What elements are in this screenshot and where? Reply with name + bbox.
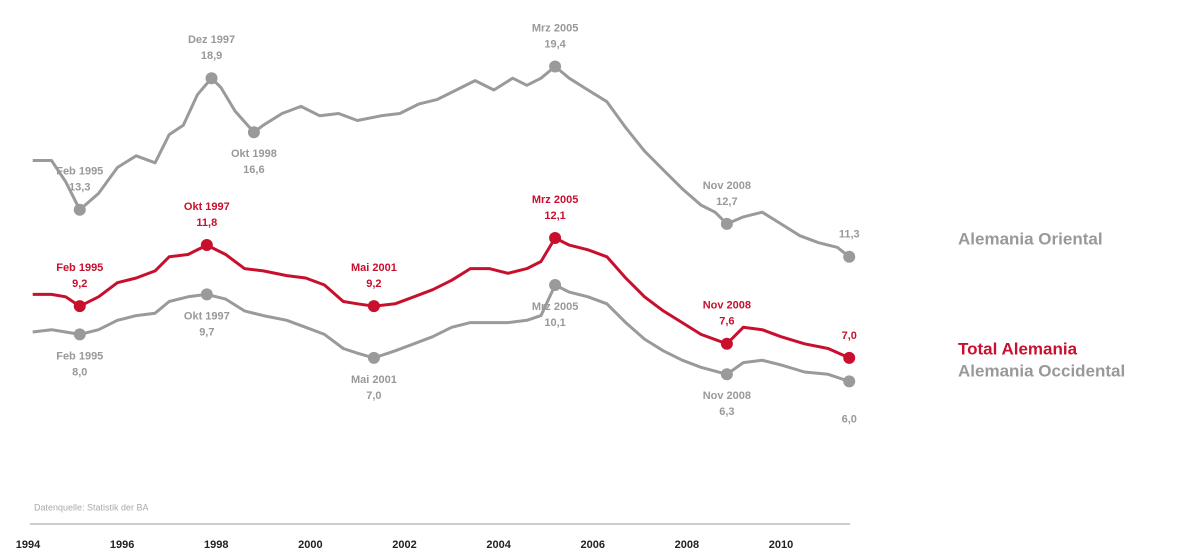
annotation-value: 9,2 — [72, 278, 87, 290]
annotation-dot — [367, 351, 380, 364]
series-line — [32, 65, 851, 258]
annotation-value: 11,8 — [196, 217, 217, 229]
x-tick-label: 2002 — [392, 539, 416, 551]
annotation-value: 7,0 — [842, 330, 857, 342]
annotation-date: Feb 1995 — [56, 166, 103, 178]
annotation-dot — [549, 60, 562, 73]
x-tick-label: 2006 — [581, 539, 605, 551]
annotation-value: 6,3 — [719, 406, 734, 418]
annotation-date: Nov 2008 — [703, 300, 751, 312]
series-line — [32, 236, 850, 360]
annotation-value: 11,3 — [839, 229, 860, 241]
x-tick-label: 2004 — [486, 539, 511, 551]
annotation-value: 19,4 — [544, 38, 566, 50]
annotation-value: 12,1 — [544, 210, 565, 222]
annotation-value: 8,0 — [72, 366, 87, 378]
x-tick-label: 1994 — [16, 539, 41, 551]
annotation-date: Mrz 2005 — [532, 301, 578, 313]
annotation-value: 9,2 — [366, 278, 381, 290]
x-tick-label: 2008 — [675, 539, 699, 551]
annotation-dot — [843, 375, 856, 388]
annotation-date: Nov 2008 — [703, 390, 751, 402]
annotation-dot — [843, 351, 856, 364]
annotation-dot — [843, 250, 856, 263]
annotation-date: Dez 1997 — [188, 34, 235, 46]
x-tick-label: 1998 — [204, 539, 228, 551]
annotation-dot — [200, 288, 213, 301]
x-tick-label: 1996 — [110, 539, 134, 551]
annotation-value: 13,3 — [69, 182, 90, 194]
annotation-date: Mrz 2005 — [532, 22, 578, 34]
annotation-dot — [247, 126, 260, 139]
annotation-dot — [720, 368, 733, 381]
annotation-date: Feb 1995 — [56, 262, 103, 274]
annotation-dot — [205, 72, 218, 85]
source: Datenquelle: Statistik der BA — [34, 502, 149, 512]
annotation-date: Nov 2008 — [703, 180, 751, 192]
annotation-value: 7,6 — [719, 316, 734, 328]
annotation-date: Mrz 2005 — [532, 194, 578, 206]
annotation-dot — [549, 232, 562, 244]
annotation-dot — [200, 239, 213, 252]
annotation-dot — [720, 217, 733, 230]
annotation-date: Okt 1998 — [231, 148, 277, 160]
annotation-value: 9,7 — [199, 326, 214, 338]
annotation-dot — [367, 300, 380, 313]
annotation-date: Mai 2001 — [351, 374, 397, 386]
annotation-value: 16,6 — [243, 164, 264, 176]
annotation-dot — [549, 279, 562, 291]
annotation-date: Mai 2001 — [351, 262, 397, 274]
legend-entry: Alemania Occidental — [958, 361, 1125, 380]
annotation-date: Okt 1997 — [184, 310, 230, 322]
annotation-value: 6,0 — [842, 413, 857, 425]
annotation-value: 7,0 — [366, 390, 381, 402]
legend-entry: Total Alemania — [958, 339, 1078, 358]
x-tick-label: 2000 — [298, 539, 322, 551]
legend-entry: Alemania Oriental — [958, 229, 1103, 248]
annotation-value: 18,9 — [201, 50, 222, 62]
annotation-dot — [73, 300, 86, 313]
annotation-date: Feb 1995 — [56, 350, 103, 362]
x-tick-label: 2010 — [769, 539, 793, 551]
annotation-dot — [73, 203, 86, 216]
annotation-date: Okt 1997 — [184, 201, 230, 213]
annotation-dot — [720, 337, 733, 350]
annotation-dot — [73, 328, 86, 341]
annotation-value: 10,1 — [544, 317, 565, 329]
annotation-value: 12,7 — [716, 196, 737, 208]
series-line — [32, 283, 850, 383]
